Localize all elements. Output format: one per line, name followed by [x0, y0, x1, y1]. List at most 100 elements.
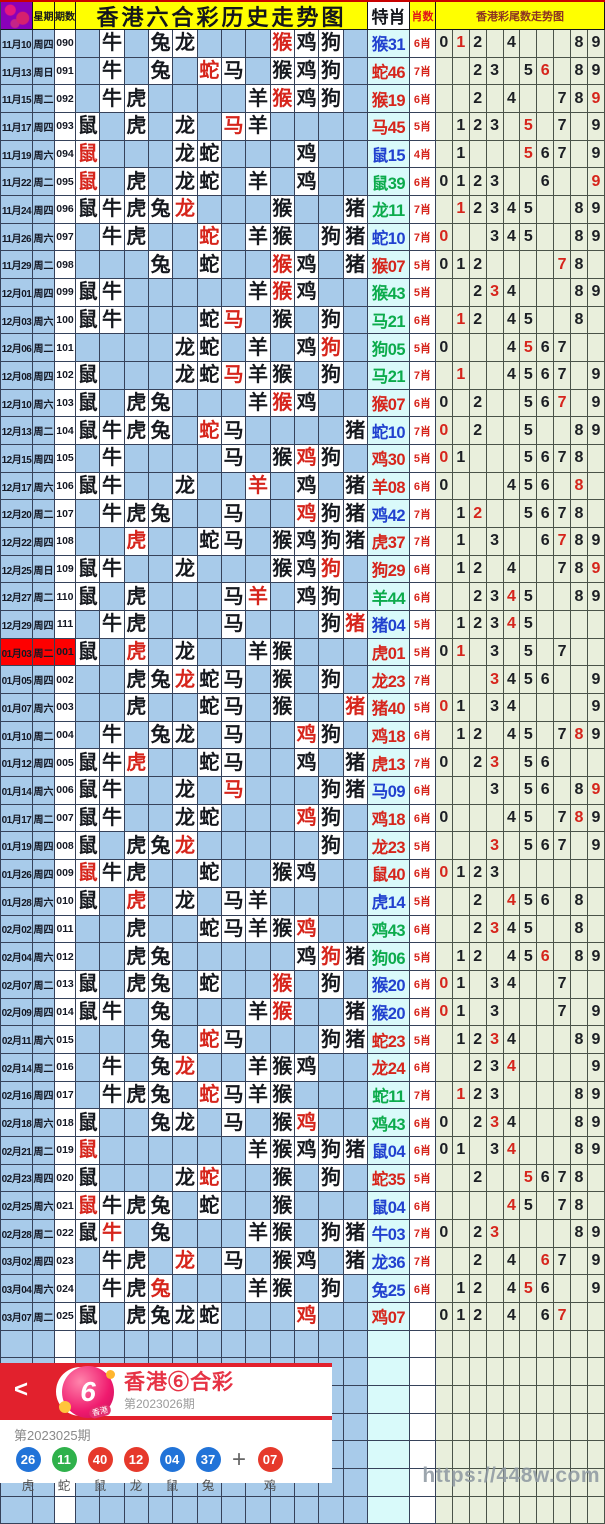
zodiac-cell	[197, 113, 222, 141]
zodiac-cell	[270, 417, 295, 446]
special-zodiac-cell: 狗06	[367, 943, 410, 971]
date-cell: 02月25	[0, 1192, 33, 1220]
zodiac-cell	[100, 1026, 125, 1054]
zodiac-cell: 猪	[343, 196, 368, 224]
zodiac-cell	[100, 389, 125, 418]
zodiac-cell: 鸡	[294, 251, 320, 280]
tail-digit-cell	[435, 915, 453, 944]
zodiac-cell: 狗	[319, 57, 344, 86]
tail-digit-cell	[486, 417, 504, 446]
result-draw-number: 第2023025期	[14, 1428, 91, 1443]
date-cell	[0, 1330, 33, 1359]
zodiac-cell	[173, 1275, 198, 1303]
zodiac-cell: 猪	[343, 998, 368, 1027]
zodiac-cell: 虎	[124, 528, 149, 556]
tail-digit-cell	[587, 638, 605, 667]
zodiac-cell	[100, 915, 125, 944]
tail-digit-cell: 2	[469, 887, 487, 916]
tail-digit-cell	[571, 832, 588, 861]
result-ball: 26 虎	[10, 1447, 46, 1494]
zodiac-cell	[343, 1441, 368, 1469]
zodiac-cell	[221, 832, 247, 861]
zodiac-cell: 鸡	[294, 140, 320, 169]
tail-digit-cell: 2	[469, 57, 487, 86]
weekday-cell: 周四	[33, 445, 55, 473]
zodiac-cell	[294, 1496, 320, 1524]
date-cell	[0, 1496, 33, 1524]
ball-zodiac-label: 鼠	[93, 1479, 107, 1493]
tail-digit-cell	[435, 1164, 453, 1193]
table-row: 01月26 周四 009 鼠牛虎 蛇 猴鸡 鼠40 6肖 0 1 2 3	[0, 860, 605, 888]
period-cell: 025	[55, 1302, 76, 1331]
special-zodiac-cell	[367, 1385, 410, 1414]
period-cell: 018	[55, 1109, 76, 1137]
special-zodiac-cell	[367, 1468, 410, 1497]
table-row: 02月02 周四 011 虎 蛇马羊猴鸡 鸡43 6肖 2 3 4 5 8	[0, 915, 605, 944]
zodiac-cell	[124, 1330, 149, 1359]
tail-digit-cell: 4	[503, 279, 521, 307]
zodiac-cell	[124, 362, 149, 390]
weekday-cell: 周日	[33, 555, 55, 584]
zodiac-cell	[343, 804, 368, 833]
zodiac-cell	[148, 528, 174, 556]
tail-digit-cell: 5	[520, 611, 538, 639]
zodiac-cell: 蛇	[197, 860, 222, 888]
zodiac-cell: 猴	[270, 1247, 295, 1276]
table-row: 02月21 周二 019 鼠 羊猴鸡狗猪鼠04 6肖 0 1 3 4 8 9	[0, 1136, 605, 1165]
zodiac-cell	[343, 860, 368, 888]
tail-digit-cell: 1	[452, 1136, 470, 1165]
tail-digit-cell	[486, 1413, 504, 1442]
tail-digit-cell: 9	[587, 943, 605, 971]
tail-digit-cell: 2	[469, 1109, 487, 1137]
special-zodiac-cell: 蛇46	[367, 57, 410, 86]
zodiac-cell	[319, 113, 344, 141]
tail-digit-cell	[554, 749, 572, 778]
zodiac-cell	[100, 1302, 125, 1331]
tail-digit-cell: 5	[520, 943, 538, 971]
zodiac-cell: 虎	[124, 749, 149, 778]
tail-digit-cell	[554, 1385, 572, 1414]
tail-digit-cell	[435, 1081, 453, 1110]
tail-digit-cell	[503, 251, 521, 280]
zodiac-cell	[100, 1136, 125, 1165]
date-cell: 02月07	[0, 970, 33, 999]
zodiac-cell	[343, 140, 368, 169]
zodiac-cell	[221, 279, 247, 307]
tail-digit-cell	[486, 445, 504, 473]
tail-digit-cell: 1	[452, 638, 470, 667]
col-header-week: 星期	[33, 2, 55, 30]
table-row: 01月10 周二 004 牛兔龙马 鸡狗鸡18 6肖 1 2 4 5 7 8 9	[0, 721, 605, 750]
zodiac-count-cell: 7肖	[409, 749, 436, 778]
zodiac-cell: 兔	[148, 417, 174, 446]
table-row: 01月19 周四 008 鼠虎兔龙 狗龙23 5肖 3 5 6 7 9	[0, 832, 605, 861]
zodiac-cell: 兔	[148, 251, 174, 280]
ball-zodiac-label: 鸡	[263, 1479, 277, 1493]
date-cell: 01月17	[0, 804, 33, 833]
tail-digit-cell: 5	[520, 915, 538, 944]
tail-digit-cell: 4	[503, 223, 521, 252]
zodiac-cell: 虎	[124, 694, 149, 722]
table-row	[0, 1358, 605, 1386]
zodiac-cell: 鼠	[76, 1109, 101, 1137]
tail-digit-cell: 8	[571, 777, 588, 805]
tail-digit-cell	[587, 611, 605, 639]
back-button[interactable]: <	[14, 1376, 29, 1403]
zodiac-cell	[270, 887, 295, 916]
tail-digit-cell	[587, 334, 605, 363]
tail-digit-cell: 4	[503, 721, 521, 750]
zodiac-cell: 鸡	[294, 860, 320, 888]
tail-digit-cell	[587, 500, 605, 529]
zodiac-cell: 猪	[343, 1026, 368, 1054]
zodiac-cell	[246, 500, 271, 529]
table-row: 01月17 周二 007 鼠牛 龙蛇 鸡狗鸡18 6肖 0 4 5 7 8 9	[0, 804, 605, 833]
zodiac-cell	[124, 1136, 149, 1165]
date-cell: 12月13	[0, 417, 33, 446]
special-zodiac-cell: 马09	[367, 777, 410, 805]
tail-digit-cell	[503, 528, 521, 556]
special-zodiac-cell: 鸡43	[367, 1109, 410, 1137]
tail-digit-cell: 9	[587, 140, 605, 169]
tail-digit-cell: 2	[469, 749, 487, 778]
date-cell: 12月27	[0, 583, 33, 612]
table-row: 12月08 周四 102 鼠 龙蛇马羊猴狗马21 7肖 1 4 5 6 7 9	[0, 362, 605, 390]
special-zodiac-cell: 鸡43	[367, 915, 410, 944]
